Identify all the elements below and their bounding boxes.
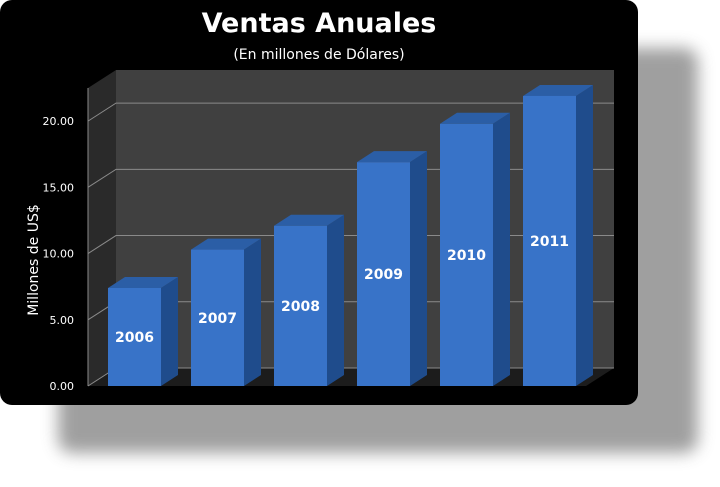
bar-data-label: 2006 xyxy=(115,330,154,346)
bar-side xyxy=(161,276,178,386)
bar-top xyxy=(523,84,593,96)
gridline xyxy=(87,102,614,122)
bar-side xyxy=(244,238,261,386)
bar-top xyxy=(274,214,344,226)
bar xyxy=(523,95,576,387)
chart-card: 0.00 5.00 10.00 15.00 20.00 2006 2007 2008 2009 2… xyxy=(0,0,638,405)
y-tick-label: 0.00 xyxy=(50,380,75,393)
bar-top xyxy=(357,151,427,163)
bar-data-label: 2011 xyxy=(530,234,569,250)
bar-data-label: 2010 xyxy=(447,248,486,264)
bar-top xyxy=(191,238,261,250)
bar-side xyxy=(576,84,593,387)
chart-title: Ventas Anuales xyxy=(201,8,437,39)
chart-plot: 0.00 5.00 10.00 15.00 20.00 2006 2007 2008 2009 2… xyxy=(43,70,614,393)
chart-subtitle: (En millones de Dólares) xyxy=(233,47,405,63)
y-axis-label: Millones de US$ xyxy=(26,204,42,316)
bar-data-label: 2008 xyxy=(281,299,320,315)
bar-side xyxy=(410,151,427,386)
y-tick-label: 20.00 xyxy=(43,115,75,128)
y-tick-label: 10.00 xyxy=(43,248,75,261)
bar-side xyxy=(493,112,510,386)
bar xyxy=(357,162,410,386)
bar xyxy=(274,225,327,386)
bar-top xyxy=(108,276,178,288)
bar xyxy=(108,287,161,386)
bar xyxy=(191,249,244,386)
bar-data-label: 2007 xyxy=(198,311,237,327)
y-tick-label: 5.00 xyxy=(50,314,75,327)
bar xyxy=(440,123,493,386)
y-tick-label: 15.00 xyxy=(43,181,75,194)
bar-data-label: 2009 xyxy=(364,267,403,283)
bar-top xyxy=(440,112,510,124)
bar-side xyxy=(327,214,344,386)
